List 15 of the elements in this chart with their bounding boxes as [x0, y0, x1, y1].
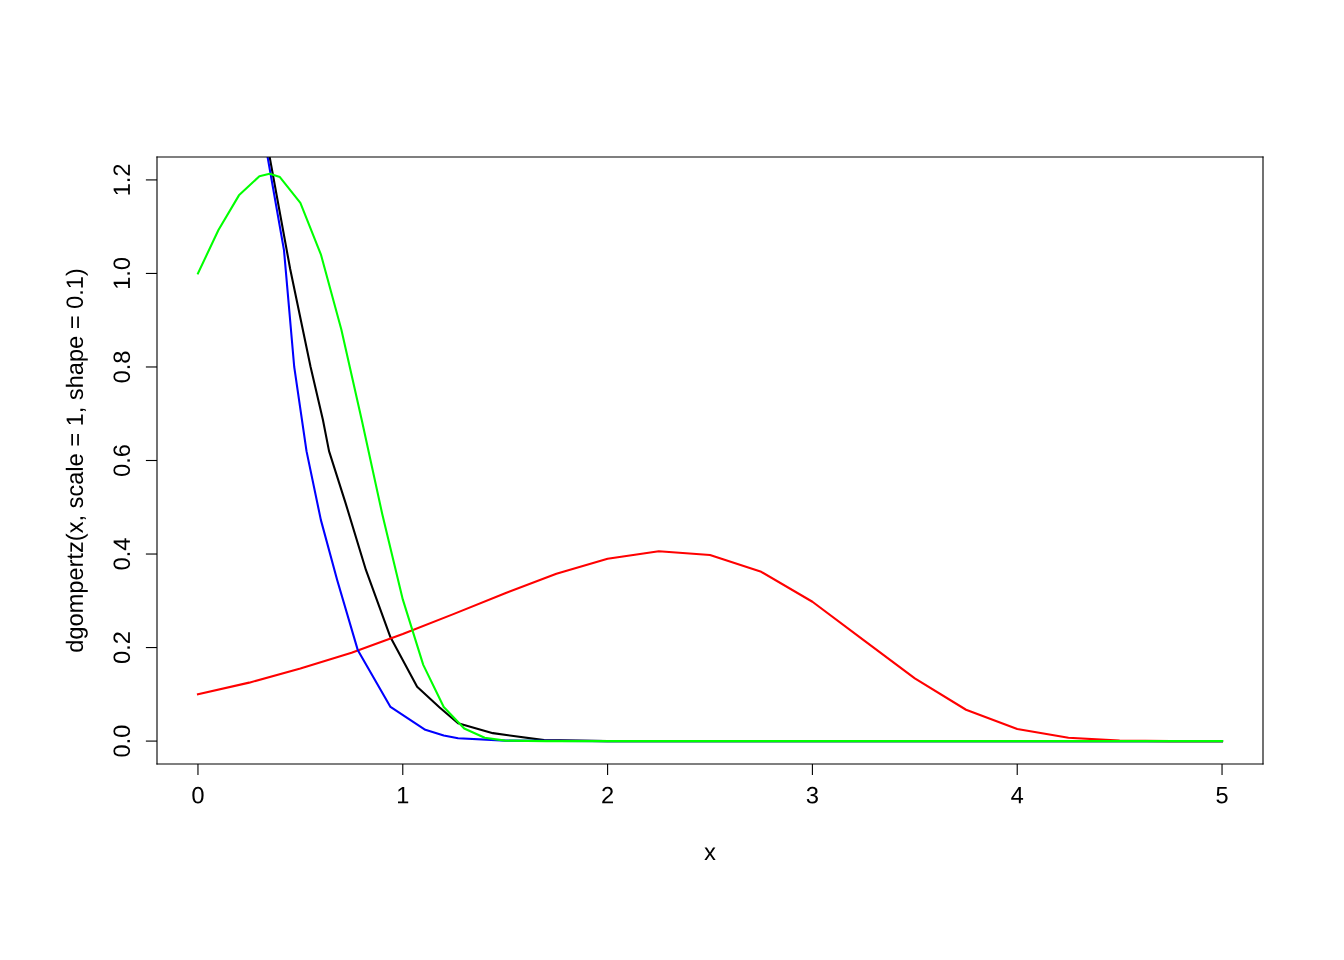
x-tick-label: 0 — [192, 786, 204, 804]
y-tick-label: 1.0 — [113, 257, 131, 289]
y-tick-label: 0.4 — [113, 538, 131, 570]
y-tick-label: 0.6 — [113, 445, 131, 476]
x-tick-label: 3 — [806, 786, 818, 804]
y-tick-label: 0.8 — [113, 351, 131, 383]
y-tick-label: 1.2 — [113, 164, 130, 195]
x-axis-title: x — [704, 847, 716, 861]
x-tick-label: 1 — [398, 787, 409, 804]
x-tick-label: 4 — [1011, 787, 1024, 804]
x-tick-label: 5 — [1216, 787, 1228, 804]
y-tick-label: 0.0 — [113, 725, 131, 757]
x-tick-label: 2 — [602, 786, 613, 804]
y-tick-label: 0.2 — [113, 632, 131, 664]
y-axis-title: dgompertz(x, scale = 1, shape = 0.1) — [65, 269, 88, 652]
